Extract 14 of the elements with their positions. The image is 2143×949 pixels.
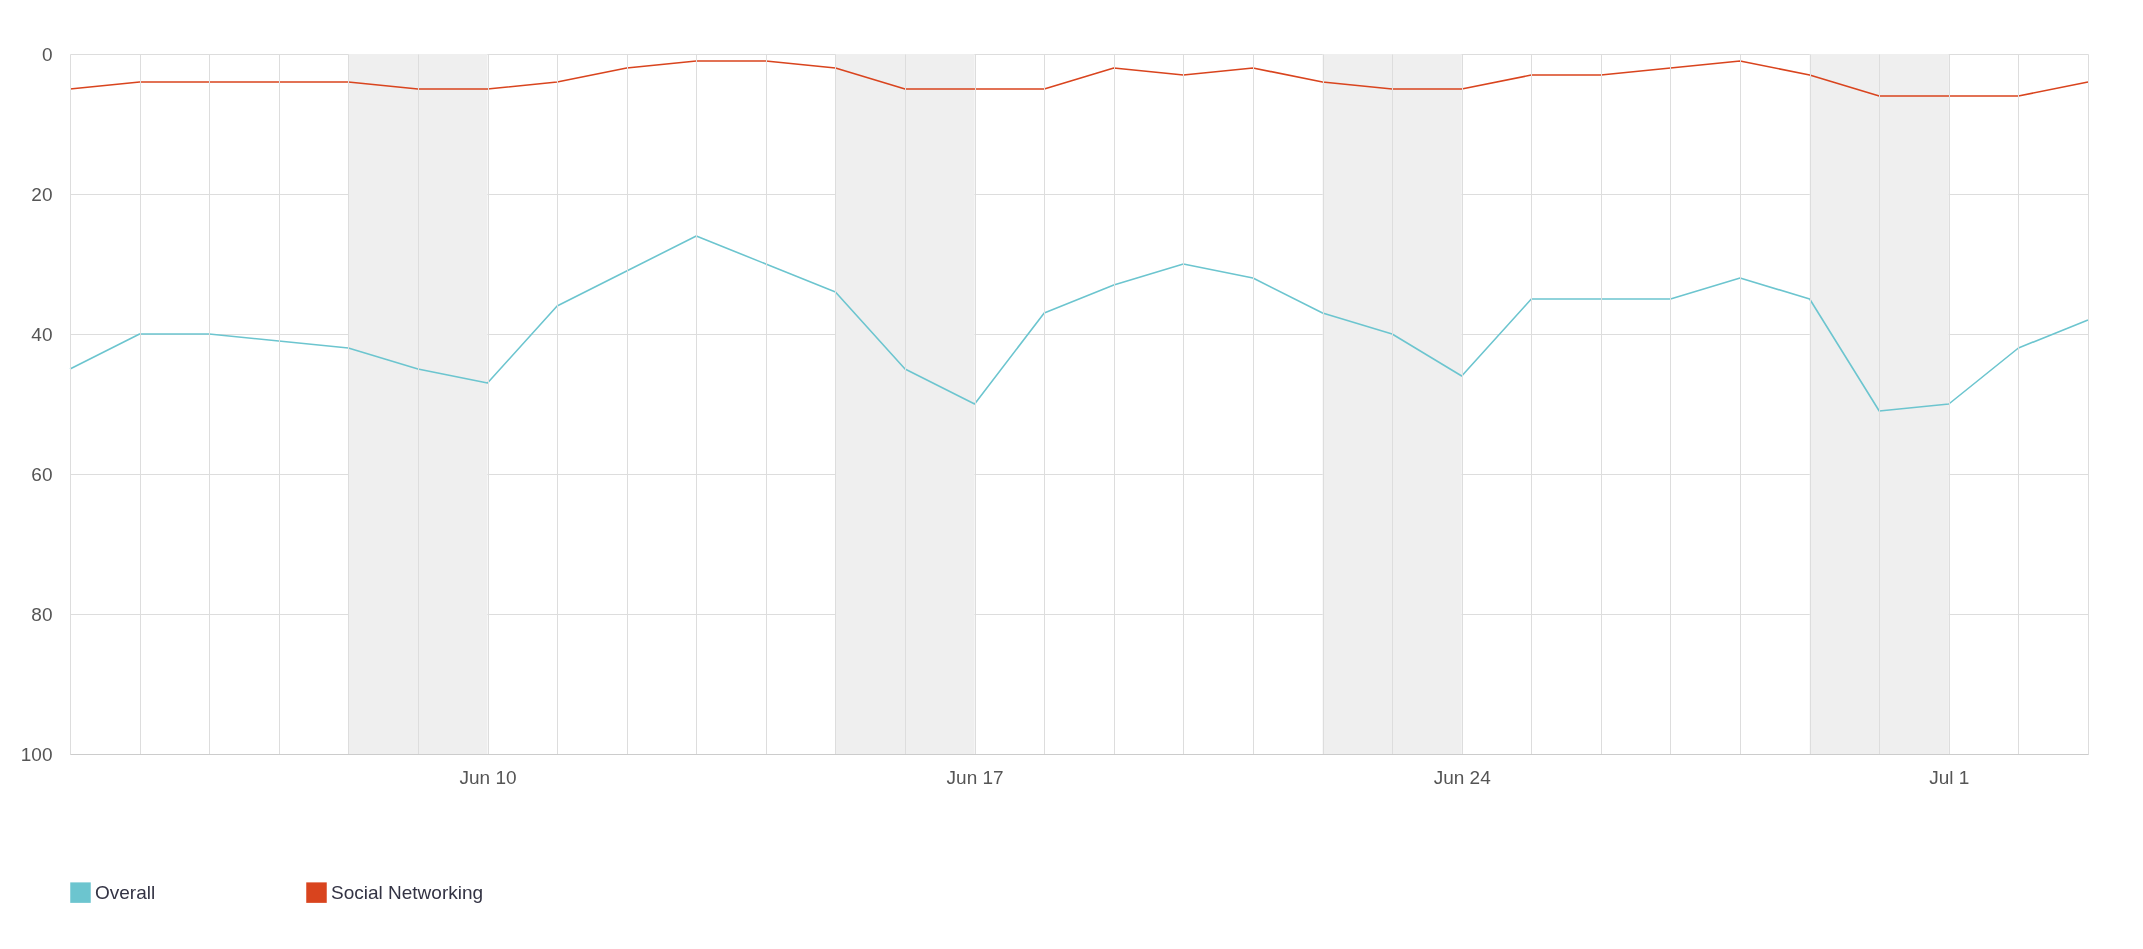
x-tick-label: Jun 10: [459, 766, 517, 788]
line-series: [69, 60, 2089, 97]
legend-label: Social Networking: [331, 881, 484, 903]
y-tick-label: 40: [31, 323, 53, 345]
y-tick-label: 100: [20, 743, 53, 765]
y-tick-label: 60: [31, 463, 53, 485]
x-tick-label: Jul 1: [1929, 766, 1970, 788]
y-tick-label: 80: [31, 603, 53, 625]
x-tick-label: Jun 17: [946, 766, 1004, 788]
y-tick-label: 0: [41, 43, 53, 65]
x-tick-label: Jun 24: [1433, 766, 1492, 788]
line-series: [69, 235, 2089, 412]
legend-label: Overall: [95, 881, 156, 903]
y-tick-label: 20: [31, 183, 53, 205]
